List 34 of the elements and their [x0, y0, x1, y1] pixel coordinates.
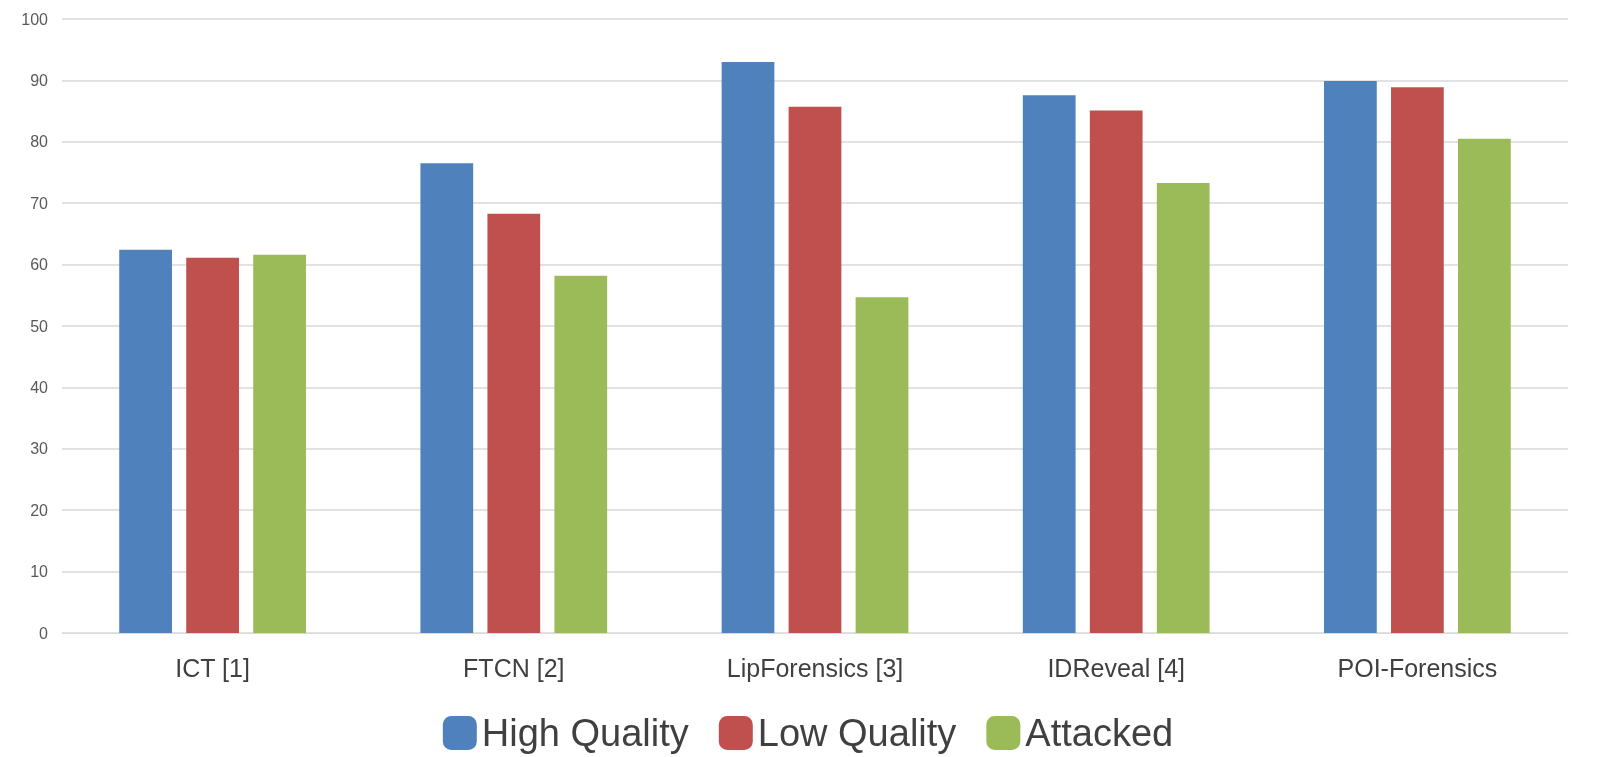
x-tick-label: IDReveal [4]: [1047, 653, 1185, 682]
bar: [554, 275, 608, 633]
y-tick-label: 30: [30, 440, 49, 458]
x-tick-label: FTCN [2]: [463, 653, 565, 682]
y-tick-label: 80: [30, 133, 49, 151]
legend-label: High Quality: [481, 712, 689, 754]
bar: [855, 297, 909, 633]
legend-label: Attacked: [1025, 712, 1174, 754]
y-tick-label: 10: [30, 563, 49, 581]
x-tick-label: ICT [1]: [175, 653, 250, 682]
bar: [1089, 110, 1143, 633]
y-tick-label: 100: [21, 10, 49, 28]
legend-label: Low Quality: [757, 712, 957, 754]
bar: [1022, 95, 1076, 633]
bar: [420, 163, 474, 633]
bar: [788, 106, 842, 633]
x-tick-label: POI-Forensics: [1337, 653, 1498, 682]
bar: [721, 61, 775, 633]
y-tick-label: 0: [39, 624, 49, 642]
bar: [1458, 138, 1511, 633]
y-tick-label: 40: [30, 378, 49, 396]
y-tick-label: 50: [30, 317, 49, 335]
bar: [1156, 182, 1210, 633]
bar: [253, 254, 306, 633]
x-tick-label: LipForensics [3]: [726, 653, 904, 682]
y-tick-label: 90: [30, 71, 49, 89]
bar: [487, 213, 541, 633]
bar: [1324, 81, 1377, 633]
bar: [1391, 87, 1444, 633]
y-tick-label: 70: [30, 194, 49, 212]
y-tick-label: 60: [30, 256, 49, 274]
y-tick-label: 20: [30, 501, 49, 519]
bar: [119, 249, 172, 633]
bar: [186, 257, 239, 633]
